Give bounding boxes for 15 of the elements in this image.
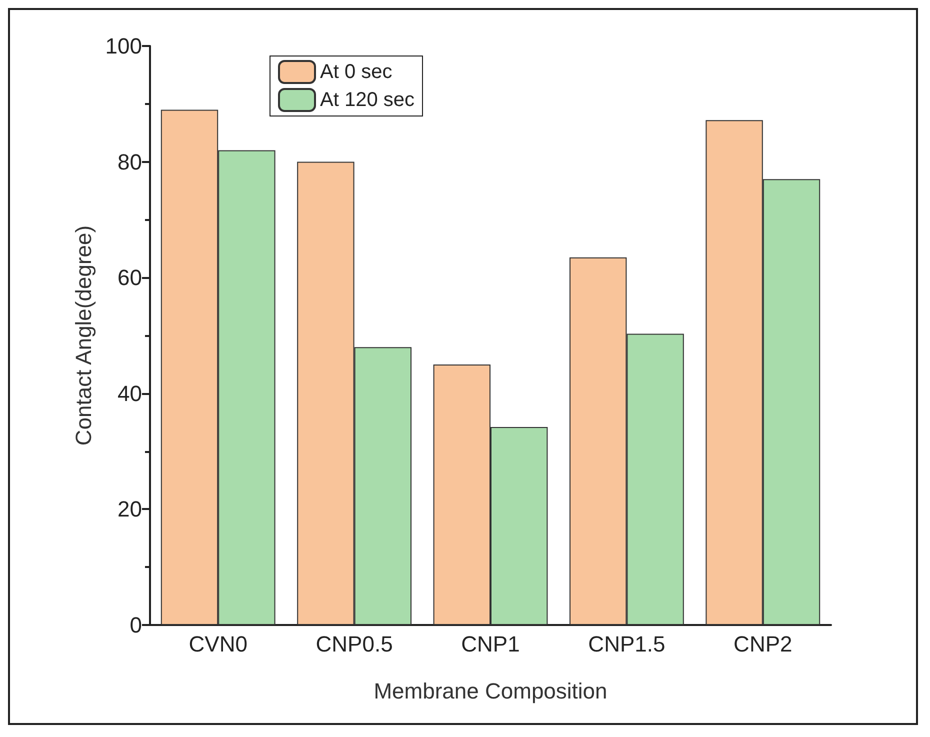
x-tick-label: CNP1 <box>461 632 520 656</box>
y-tick-label: 80 <box>118 149 142 174</box>
legend-label: At 0 sec <box>320 61 392 83</box>
y-tick-label: 60 <box>118 265 142 290</box>
x-tick-label: CNP2 <box>734 632 792 656</box>
x-axis-title: Membrane Composition <box>374 678 608 704</box>
x-tick-label: CNP1.5 <box>588 632 666 656</box>
y-tick-label: 100 <box>105 34 142 58</box>
y-tick-label: 20 <box>118 496 142 522</box>
y-tick-label: 40 <box>118 380 142 406</box>
legend-label: At 120 sec <box>320 89 415 111</box>
y-tick-label: 0 <box>130 612 142 638</box>
y-axis-title: Contact Angle(degree) <box>70 225 96 446</box>
x-tick-label: CNP0.5 <box>316 632 393 656</box>
x-tick-label: CVN0 <box>188 632 248 656</box>
